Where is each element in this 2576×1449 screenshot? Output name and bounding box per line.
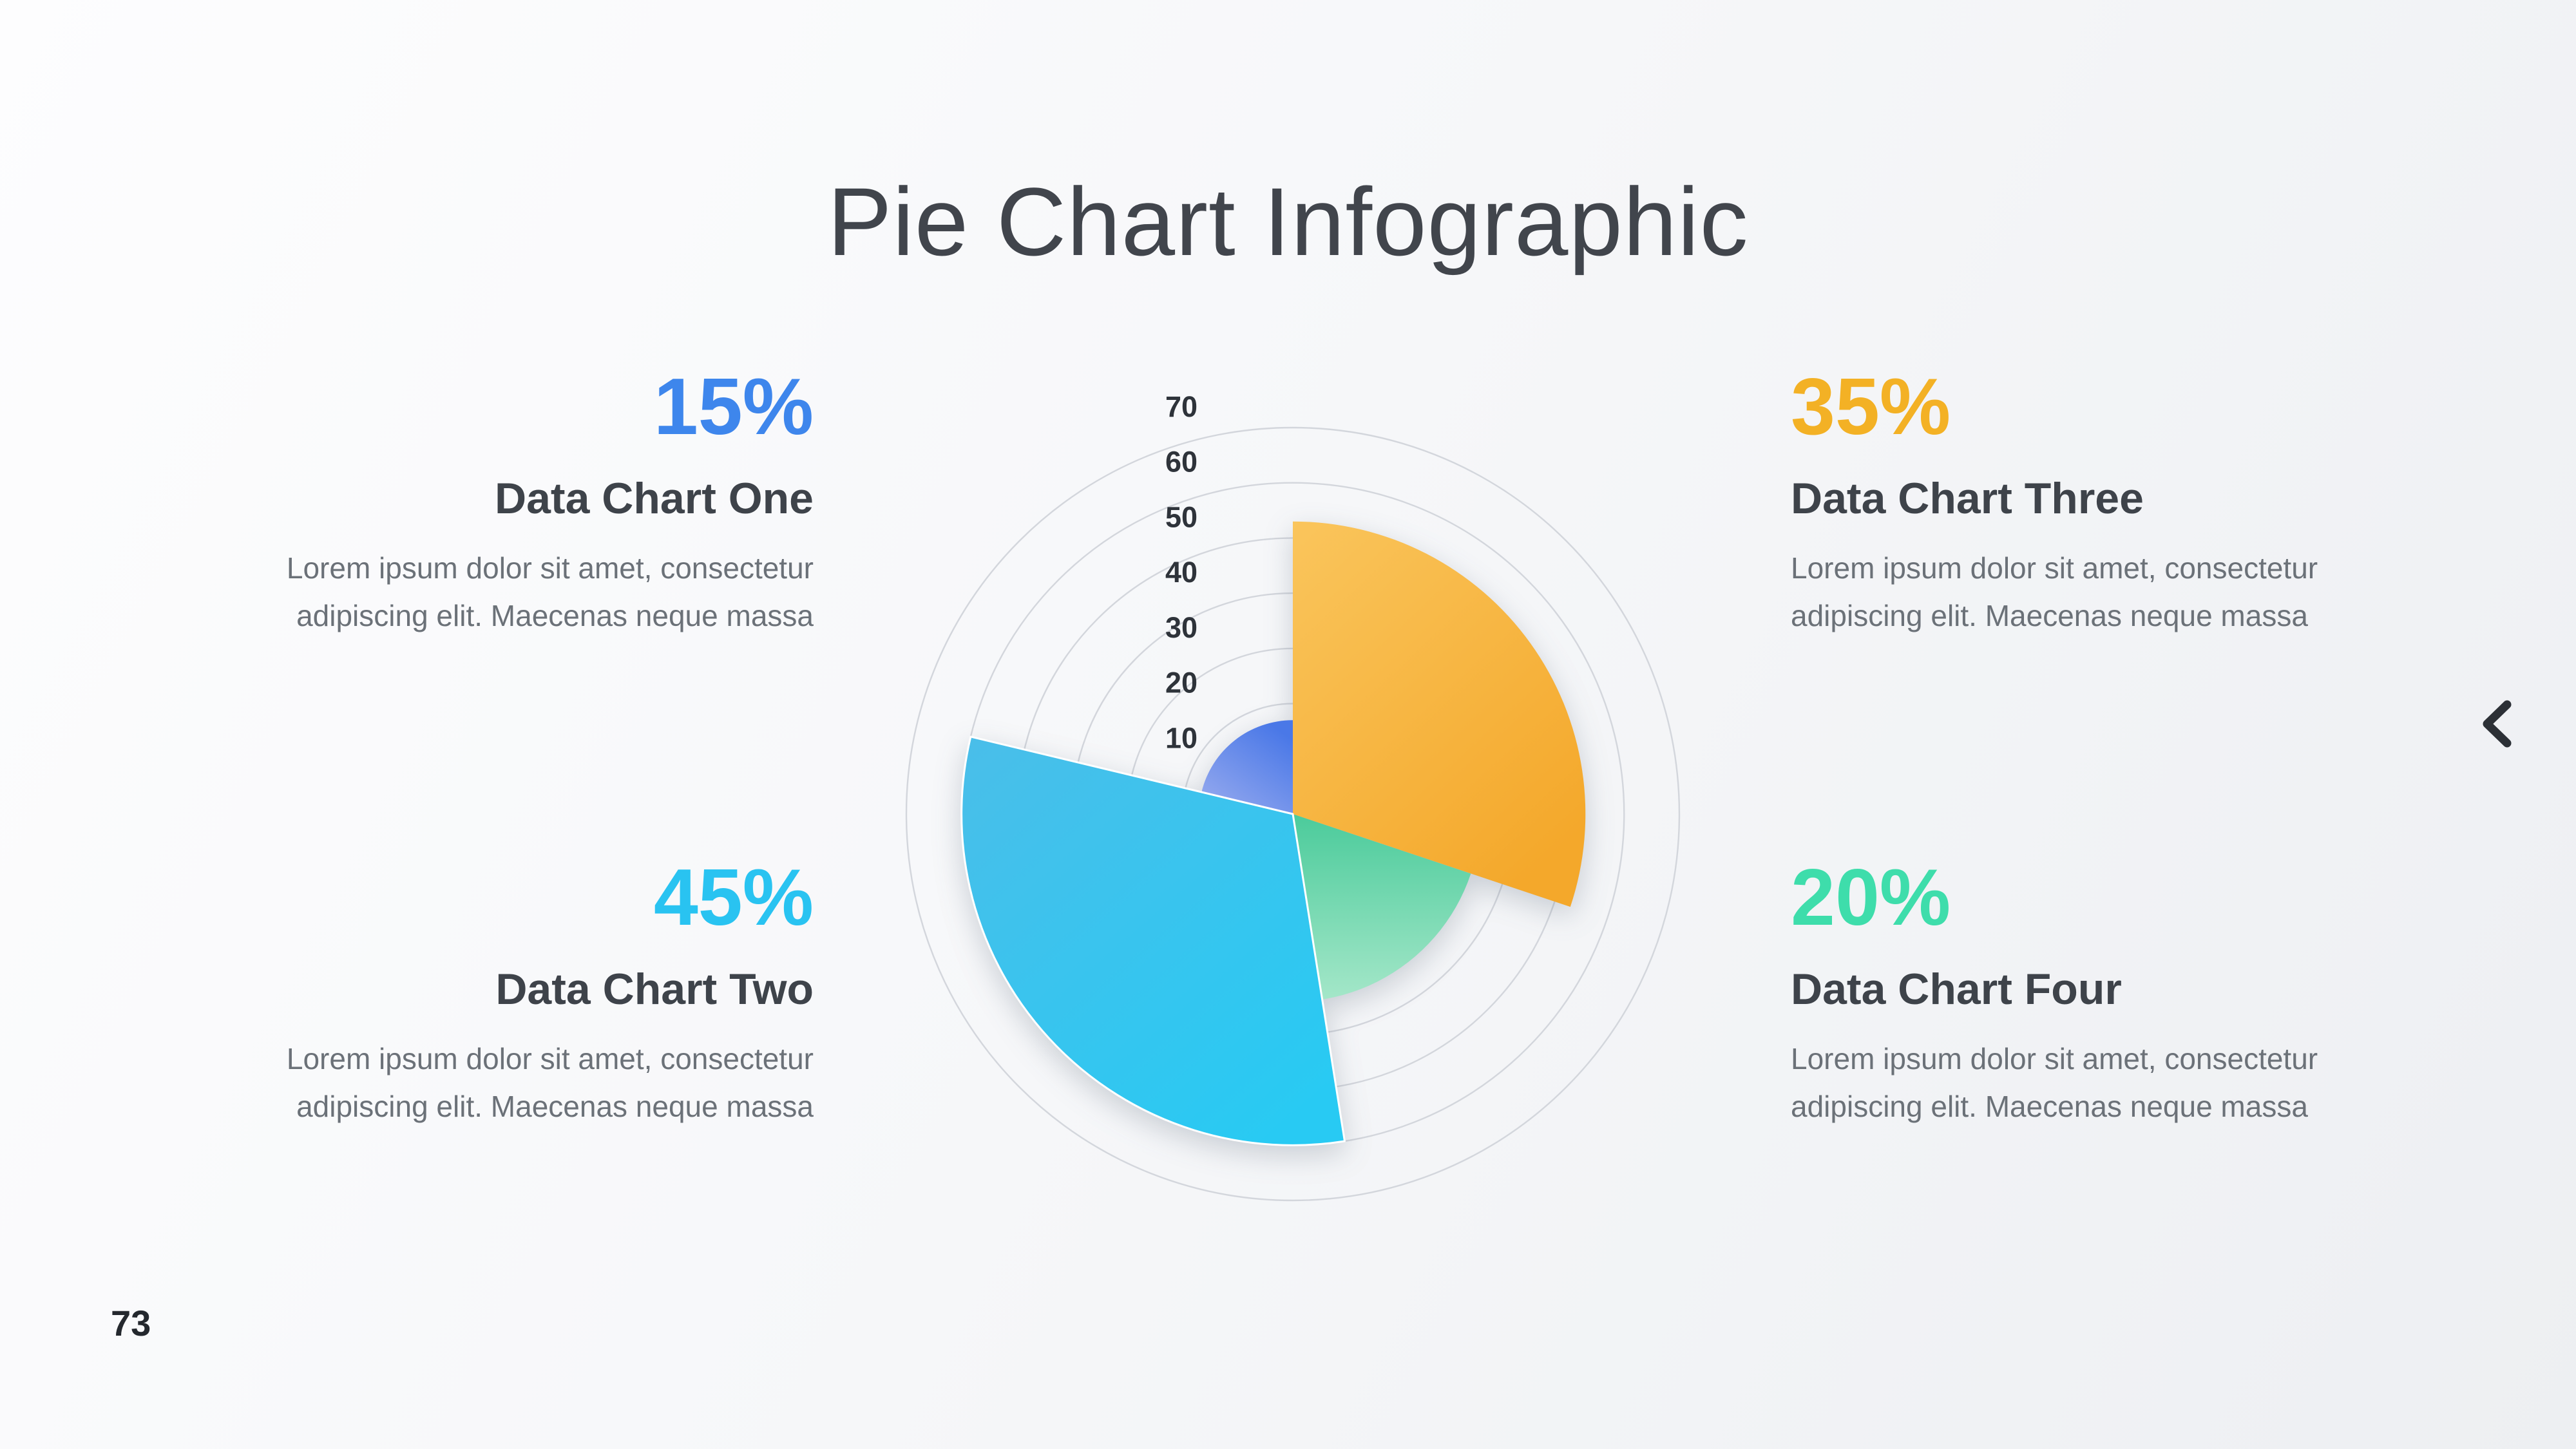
body-line: adipiscing elit. Maecenas neque massa <box>296 598 814 632</box>
info-block-one: 15% Data Chart One Lorem ipsum dolor sit… <box>234 367 814 639</box>
block-body-three: Lorem ipsum dolor sit amet, consectetur a… <box>1791 545 2371 639</box>
percent-value-three: 35% <box>1791 363 1951 451</box>
radial-axis-labels: 10 20 30 40 50 60 70 <box>1165 395 1197 754</box>
info-block-two: 45% Data Chart Two Lorem ipsum dolor sit… <box>234 858 814 1130</box>
chart-slice-two <box>960 735 1346 1146</box>
axis-tick-label: 20 <box>1165 667 1197 699</box>
block-heading-one: Data Chart One <box>495 474 814 523</box>
body-line: Lorem ipsum dolor sit amet, consectetur <box>1791 551 2318 585</box>
chart-slice-one <box>1201 720 1293 814</box>
block-body-two: Lorem ipsum dolor sit amet, consectetur a… <box>234 1036 814 1130</box>
axis-tick-label: 40 <box>1165 556 1197 589</box>
body-line: adipiscing elit. Maecenas neque massa <box>296 1089 814 1123</box>
block-heading-four: Data Chart Four <box>1791 965 2122 1014</box>
axis-tick-label: 50 <box>1165 500 1197 533</box>
block-heading-two: Data Chart Two <box>495 965 814 1014</box>
block-heading-three: Data Chart Three <box>1791 474 2144 523</box>
percent-value-two: 45% <box>653 853 814 942</box>
chart-slice-three <box>1293 521 1586 907</box>
info-block-three: 35% Data Chart Three Lorem ipsum dolor s… <box>1791 367 2371 639</box>
info-block-four: 20% Data Chart Four Lorem ipsum dolor si… <box>1791 858 2371 1130</box>
axis-tick-label: 70 <box>1165 395 1197 423</box>
block-body-four: Lorem ipsum dolor sit amet, consectetur a… <box>1791 1036 2371 1130</box>
page-number: 73 <box>111 1303 151 1343</box>
polar-chart: 10 20 30 40 50 60 70 <box>905 395 1681 1202</box>
body-line: adipiscing elit. Maecenas neque massa <box>1791 598 2308 632</box>
block-body-one: Lorem ipsum dolor sit amet, consectetur a… <box>234 545 814 639</box>
percent-value-four: 20% <box>1791 853 1951 942</box>
chevron-left-icon[interactable] <box>2477 699 2519 749</box>
body-line: Lorem ipsum dolor sit amet, consectetur <box>1791 1042 2318 1075</box>
page-title: Pie Chart Infographic <box>827 167 1749 276</box>
body-line: adipiscing elit. Maecenas neque massa <box>1791 1089 2308 1123</box>
axis-tick-label: 60 <box>1165 446 1197 478</box>
body-line: Lorem ipsum dolor sit amet, consectetur <box>286 1042 814 1075</box>
percent-value-one: 15% <box>653 363 814 451</box>
axis-tick-label: 30 <box>1165 611 1197 644</box>
body-line: Lorem ipsum dolor sit amet, consectetur <box>286 551 814 585</box>
chart-slices <box>960 521 1586 1146</box>
axis-tick-label: 10 <box>1165 721 1197 754</box>
